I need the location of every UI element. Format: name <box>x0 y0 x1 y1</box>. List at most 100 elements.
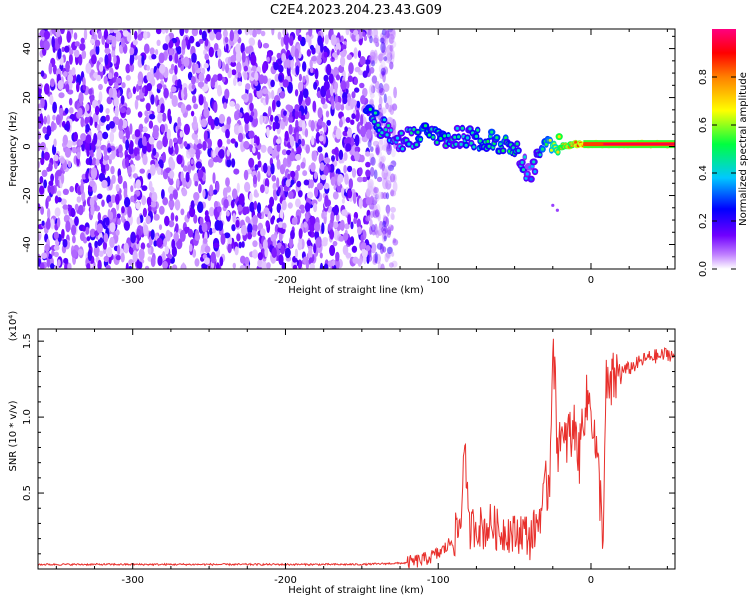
noise-blob <box>195 161 202 169</box>
noise-blob <box>391 49 395 60</box>
noise-blob <box>47 208 51 220</box>
noise-blob <box>106 194 112 204</box>
noise-blob <box>248 92 253 104</box>
chart-title: C2E4.2023.204.23.43.G09 <box>270 3 442 18</box>
noise-blob <box>375 144 380 156</box>
signal-core <box>382 118 387 122</box>
noise-blob <box>68 97 73 106</box>
noise-blob <box>61 228 65 239</box>
noise-blob <box>321 239 328 247</box>
noise-blob <box>151 54 157 60</box>
noise-blob <box>273 194 278 201</box>
noise-blob <box>145 215 151 225</box>
noise-blob <box>88 156 93 166</box>
noise-blob <box>146 71 152 82</box>
noise-blob <box>168 159 176 171</box>
noise-blob <box>329 244 336 257</box>
noise-blob <box>369 166 375 177</box>
noise-blob <box>365 161 371 168</box>
noise-blob <box>162 197 169 206</box>
noise-blob <box>71 67 76 76</box>
noise-blob <box>218 149 225 159</box>
noise-blob <box>252 249 258 259</box>
noise-blob <box>186 104 192 111</box>
noise-blob <box>306 49 312 57</box>
noise-blob <box>39 262 45 269</box>
noise-blob <box>95 44 100 55</box>
noise-blob <box>353 217 357 224</box>
noise-blob <box>101 179 108 189</box>
noise-blob <box>137 33 143 41</box>
noise-blob <box>387 164 395 171</box>
noise-blob <box>86 263 91 269</box>
noise-blob <box>43 115 47 125</box>
noise-blob <box>380 155 386 162</box>
noise-blob <box>86 236 91 242</box>
noise-blob <box>252 223 258 233</box>
noise-blob <box>331 98 335 110</box>
noise-blob <box>354 134 360 147</box>
noise-blob <box>271 215 276 221</box>
noise-blob <box>359 30 363 39</box>
noise-blob <box>233 168 240 175</box>
noise-blob <box>41 220 45 226</box>
noise-blob <box>63 71 68 77</box>
signal-core <box>385 133 389 137</box>
noise-blob <box>201 30 207 41</box>
noise-blob <box>383 93 387 104</box>
noise-blob <box>190 110 195 117</box>
noise-blob <box>329 84 334 97</box>
noise-blob <box>122 180 128 191</box>
noise-blob <box>247 231 253 240</box>
noise-blob <box>327 260 333 268</box>
noise-blob <box>263 207 270 215</box>
noise-blob <box>187 164 192 175</box>
noise-blob <box>281 53 286 63</box>
noise-blob <box>343 232 349 241</box>
noise-blob <box>244 256 250 266</box>
noise-blob <box>109 121 115 129</box>
signal-core <box>549 148 554 152</box>
noise-blob <box>102 241 107 250</box>
noise-blob <box>386 206 390 217</box>
noise-blob <box>125 74 131 81</box>
noise-blob <box>276 158 281 170</box>
noise-blob <box>391 214 395 221</box>
x-tick-label: -300 <box>121 575 144 586</box>
noise-blob <box>89 180 96 188</box>
x-tick-label: 0 <box>588 275 594 286</box>
noise-blob <box>78 54 83 66</box>
noise-blob <box>117 218 121 225</box>
noise-blob <box>38 83 43 89</box>
noise-blob <box>136 259 141 269</box>
noise-blob <box>54 195 59 204</box>
noise-blob <box>129 52 135 65</box>
noise-blob <box>297 81 304 92</box>
noise-blob <box>123 220 130 231</box>
noise-blob <box>294 48 299 60</box>
noise-blob <box>53 138 57 148</box>
noise-blob <box>319 262 324 269</box>
noise-blob <box>213 200 219 210</box>
noise-blob <box>374 251 378 264</box>
noise-blob <box>296 180 302 188</box>
noise-blob <box>156 83 163 90</box>
noise-blob <box>351 168 357 178</box>
noise-blob <box>357 50 362 59</box>
noise-blob <box>183 141 188 147</box>
noise-blob <box>179 130 184 138</box>
noise-blob <box>67 160 72 168</box>
noise-blob <box>296 164 301 172</box>
noise-blob <box>55 174 59 187</box>
noise-blob <box>110 165 115 175</box>
noise-blob <box>238 193 245 206</box>
noise-blob <box>173 189 178 200</box>
noise-blob <box>355 33 360 42</box>
noise-blob <box>150 94 155 105</box>
noise-blob <box>351 99 357 107</box>
noise-blob <box>139 214 144 223</box>
noise-blob <box>250 53 257 66</box>
noise-blob <box>155 68 160 81</box>
signal-core <box>468 127 472 131</box>
noise-blob <box>370 29 375 37</box>
